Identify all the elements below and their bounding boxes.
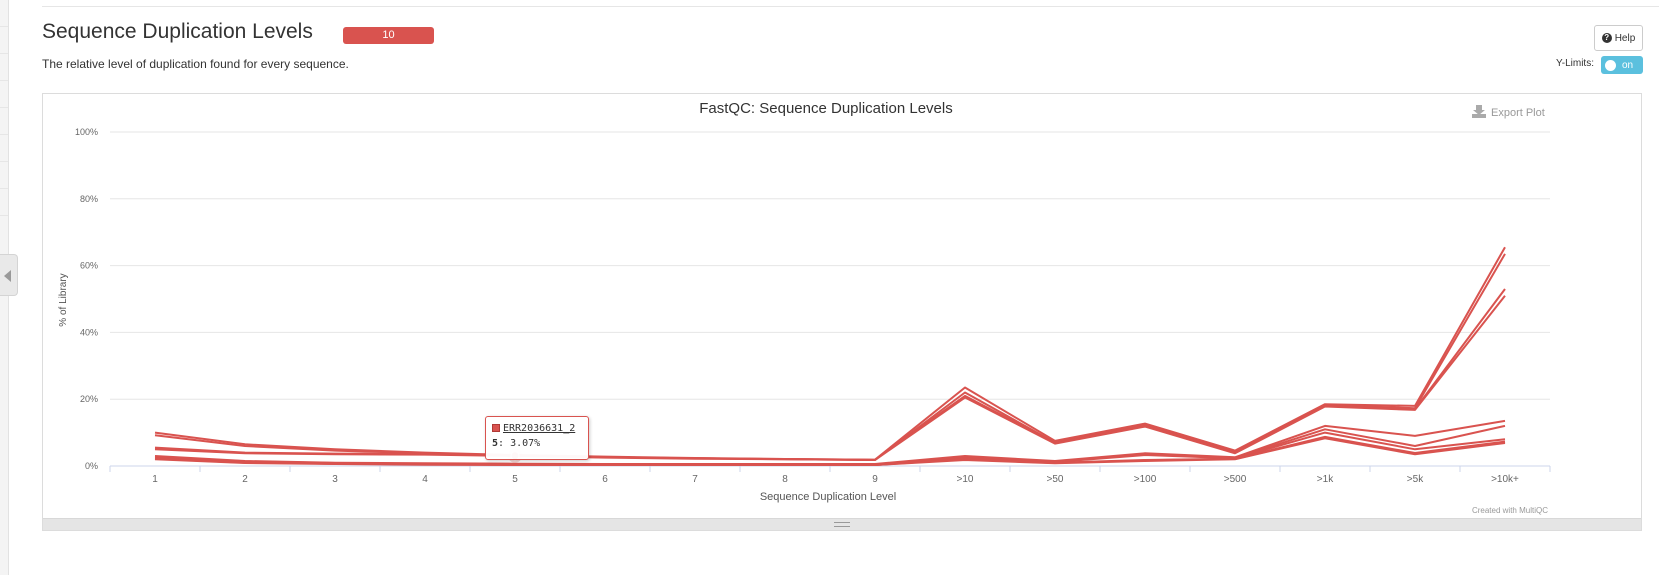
export-plot-label: Export Plot <box>1491 107 1545 119</box>
tooltip-x: 5 <box>492 438 499 449</box>
x-tick-label: >100 <box>1134 474 1157 485</box>
x-tick-label: 9 <box>872 474 878 485</box>
y-axis-label: % of Library <box>58 273 69 326</box>
x-tick-label: 7 <box>692 474 698 485</box>
y-tick-label: 100% <box>75 127 98 137</box>
series-line <box>154 246 1506 461</box>
tooltip-sample: ERR2036631_2 <box>503 423 576 434</box>
help-button[interactable]: ? Help <box>1594 25 1643 51</box>
y-limits-label: Y-Limits: <box>1556 58 1594 69</box>
y-tick-label: 0% <box>85 461 98 471</box>
y-tick-label: 80% <box>80 194 98 204</box>
help-label: Help <box>1614 32 1636 44</box>
x-axis-label: Sequence Duplication Level <box>760 491 896 503</box>
series-line <box>154 437 1506 466</box>
sidebar-collapse-toggle[interactable] <box>0 254 18 296</box>
plot-container <box>42 93 1642 531</box>
series-line <box>154 295 1506 461</box>
grid <box>110 131 1550 400</box>
gutter-divider <box>0 215 8 216</box>
section-divider <box>42 6 1659 7</box>
gutter-divider <box>0 80 8 81</box>
multiqc-credit: Created with MultiQC <box>1472 506 1548 515</box>
y-tick-label: 40% <box>80 327 98 337</box>
gutter-divider <box>0 161 8 162</box>
x-tick-label: 4 <box>422 474 428 485</box>
y-axis-ticks: 0% 20% 40% 60% 80% 100% <box>75 127 98 471</box>
chart-tooltip: ERR2036631_2 5: 3.07% <box>485 416 589 460</box>
series-lines <box>154 246 1506 466</box>
x-tick-label: >1k <box>1317 474 1334 485</box>
x-tick-label: >10 <box>957 474 974 485</box>
x-tick-label: 3 <box>332 474 338 485</box>
tooltip-value: 3.07% <box>510 438 541 449</box>
x-tick-label: >500 <box>1224 474 1247 485</box>
download-icon <box>1472 105 1486 118</box>
plot-resize-handle[interactable] <box>43 518 1641 530</box>
x-tick-label: >10k+ <box>1491 474 1519 485</box>
toggle-state: on <box>1622 59 1634 71</box>
y-tick-label: 20% <box>80 394 98 404</box>
grip-icon <box>834 522 850 527</box>
x-tick-label: 8 <box>782 474 788 485</box>
x-tick-label: 5 <box>512 474 518 485</box>
tooltip-value-row: 5: 3.07% <box>492 438 541 449</box>
series-line <box>154 253 1506 461</box>
y-limits-toggle[interactable]: on <box>1601 56 1643 74</box>
question-circle-icon: ? <box>1601 33 1612 43</box>
gutter-divider <box>0 107 8 108</box>
section-description: The relative level of duplication found … <box>42 57 349 71</box>
series-swatch <box>492 424 500 432</box>
gutter-divider <box>0 134 8 135</box>
chart-title: FastQC: Sequence Duplication Levels <box>699 100 952 117</box>
x-tick-label: >5k <box>1407 474 1424 485</box>
toggle-knob <box>1605 59 1616 71</box>
x-axis-ticks: 1 2 3 4 5 6 7 8 9 >10 >50 >100 >500 >1k >5k >10k+ <box>109 466 1551 485</box>
status-badge: 10 <box>343 27 434 44</box>
gutter-divider <box>0 188 8 189</box>
x-tick-label: 1 <box>152 474 158 485</box>
export-plot-button[interactable]: Export Plot <box>1472 105 1545 119</box>
tooltip-header: ERR2036631_2 <box>492 421 582 436</box>
gutter-divider <box>0 53 8 54</box>
section-title: Sequence Duplication Levels <box>42 20 313 43</box>
x-tick-label: >50 <box>1047 474 1064 485</box>
y-tick-label: 60% <box>80 261 98 271</box>
gutter-divider <box>0 26 8 27</box>
x-tick-label: 6 <box>602 474 608 485</box>
x-tick-label: 2 <box>242 474 248 485</box>
